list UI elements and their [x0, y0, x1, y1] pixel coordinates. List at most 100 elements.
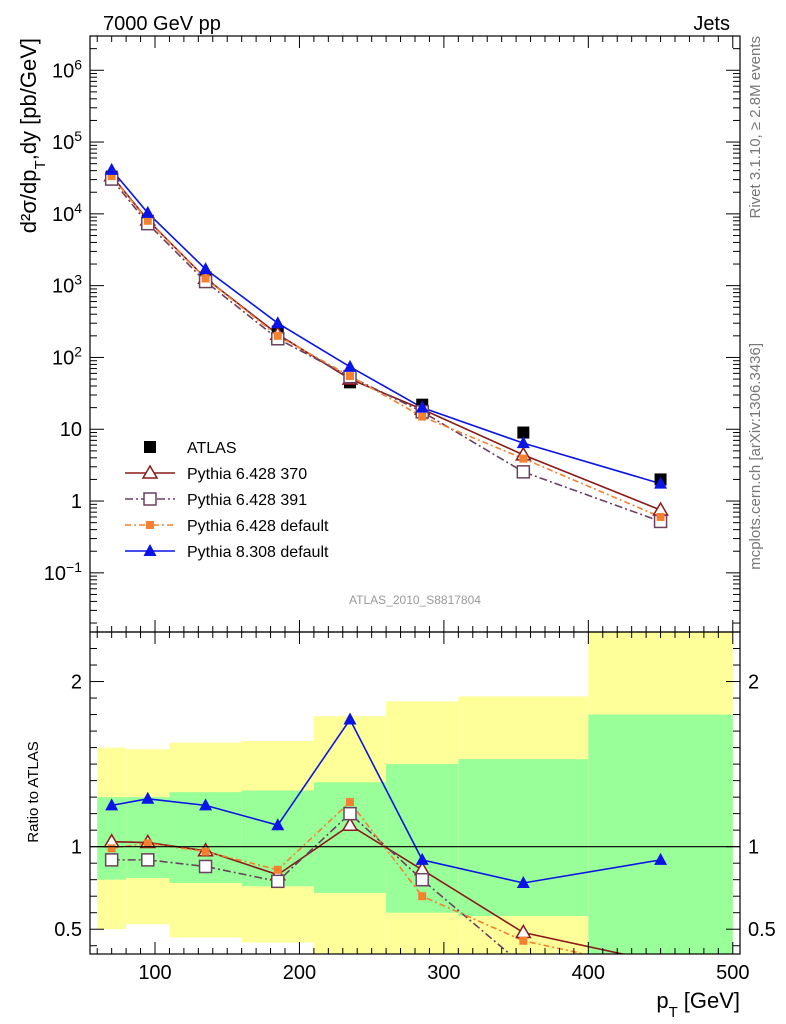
x-tick-label: 300 — [427, 962, 460, 984]
side-text-lower: mcplots.cern.ch [arXiv:1306.3436] — [747, 343, 764, 570]
y-axis-label-rest: ,dy [pb/GeV] — [16, 38, 41, 160]
data-point — [343, 359, 357, 372]
y-tick-exponent: 6 — [74, 56, 82, 72]
data-point — [656, 512, 665, 521]
ratio-point — [105, 798, 119, 811]
legend: ATLAS Pythia 6.428 370 Pythia 6.428 391 Pyt… — [125, 440, 329, 561]
y-tick-exponent: 4 — [74, 200, 82, 216]
series-line — [111, 169, 661, 485]
ratio-point — [657, 967, 665, 975]
y-tick-exponent: 3 — [74, 272, 82, 288]
y-tick-label: 1 — [71, 491, 82, 513]
y-tick-exponent: 5 — [74, 128, 82, 144]
legend-marker — [141, 464, 159, 479]
ratio-point — [341, 816, 359, 831]
y-tick-exponent: −1 — [66, 559, 82, 575]
ratio-point — [107, 844, 116, 853]
ratio-y-tick-label: 2 — [71, 672, 82, 694]
data-point — [107, 172, 116, 181]
ratio-point — [343, 712, 357, 725]
series-line — [111, 175, 661, 518]
ratio-point — [517, 960, 529, 972]
data-point — [415, 400, 429, 413]
y-tick-label: 104 — [52, 200, 82, 226]
y-axis-label: d²σ/dpT,dy [pb/GeV] — [16, 38, 49, 233]
ratio-point — [519, 936, 528, 945]
data-point — [418, 412, 427, 421]
ratio-point — [346, 798, 354, 807]
y-axis-label-sub: T — [32, 160, 49, 169]
y-tick-exponent: 2 — [74, 343, 82, 359]
data-point — [143, 216, 152, 225]
ratio-y-tick-label: 0.5 — [54, 919, 82, 941]
ratio-point — [201, 847, 210, 856]
legend-label: Pythia 6.428 391 — [187, 492, 307, 509]
ratio-line — [111, 800, 589, 954]
ratio-point — [415, 852, 429, 865]
ratio-line — [111, 717, 661, 884]
band-inner-bin — [386, 764, 459, 913]
data-point — [517, 426, 530, 439]
data-point — [199, 262, 213, 275]
band-inner-bin — [458, 759, 589, 917]
ratio-y-tick-label-right: 2 — [748, 672, 759, 694]
legend-label: Pythia 8.308 default — [187, 544, 329, 561]
x-tick-label: 100 — [138, 962, 171, 984]
ratio-point — [418, 892, 427, 901]
ratio-point — [198, 859, 213, 874]
data-point — [519, 454, 528, 463]
analysis-label: ATLAS_2010_S8817804 — [349, 593, 481, 607]
ratio-point — [343, 806, 357, 821]
data-point — [516, 436, 530, 449]
ratio-point — [655, 973, 667, 985]
ratio-bands — [97, 632, 733, 985]
data-point — [654, 476, 668, 489]
ratio-y-tick-label-right: 0.5 — [748, 919, 776, 941]
x-tick-label: 200 — [283, 962, 316, 984]
ratio-y-tick-label: 1 — [71, 837, 82, 859]
ratio-point — [654, 852, 668, 865]
data-point — [201, 274, 210, 283]
ratio-point — [271, 874, 285, 889]
x-tick-label: 500 — [716, 962, 749, 984]
data-point — [105, 162, 119, 175]
series-lines — [103, 162, 669, 529]
ratio-y-axis-label: Ratio to ATLAS — [25, 741, 42, 842]
ratio-point — [273, 865, 282, 874]
ratio-point — [271, 818, 285, 831]
ratio-point — [143, 839, 152, 848]
y-tick-label: 102 — [52, 343, 82, 369]
header-right: Jets — [693, 13, 730, 35]
y-tick-label: 105 — [52, 128, 82, 154]
main-frame — [89, 35, 741, 633]
ratio-point — [516, 875, 530, 888]
band-inner-bin — [588, 714, 733, 954]
ratio-point — [141, 853, 155, 867]
ratio-point — [199, 798, 213, 811]
data-point — [516, 465, 531, 479]
ratio-point — [141, 791, 155, 804]
legend-marker — [146, 521, 154, 529]
data-point — [271, 316, 285, 329]
x-axis-label: pT [GeV] — [656, 988, 740, 1021]
legend-marker — [144, 441, 156, 453]
legend-marker — [143, 492, 157, 506]
side-text-upper: Rivet 3.1.10, ≥ 2.8M events — [747, 36, 764, 219]
y-tick-label: 103 — [52, 272, 82, 298]
data-point — [141, 205, 155, 218]
x-axis-label-unit: [GeV] — [684, 988, 740, 1013]
x-tick-label: 400 — [572, 962, 605, 984]
ratio-point — [660, 953, 661, 954]
series-line — [111, 178, 661, 523]
ratio-line — [111, 824, 627, 954]
header-left: 7000 GeV pp — [103, 13, 221, 35]
ratio-line — [111, 812, 511, 954]
legend-marker — [143, 544, 157, 556]
ratio-point — [104, 853, 119, 867]
ratio-point — [415, 872, 429, 887]
legend-label: ATLAS — [187, 440, 237, 457]
y-tick-label: 106 — [52, 56, 82, 82]
data-point — [346, 372, 354, 381]
